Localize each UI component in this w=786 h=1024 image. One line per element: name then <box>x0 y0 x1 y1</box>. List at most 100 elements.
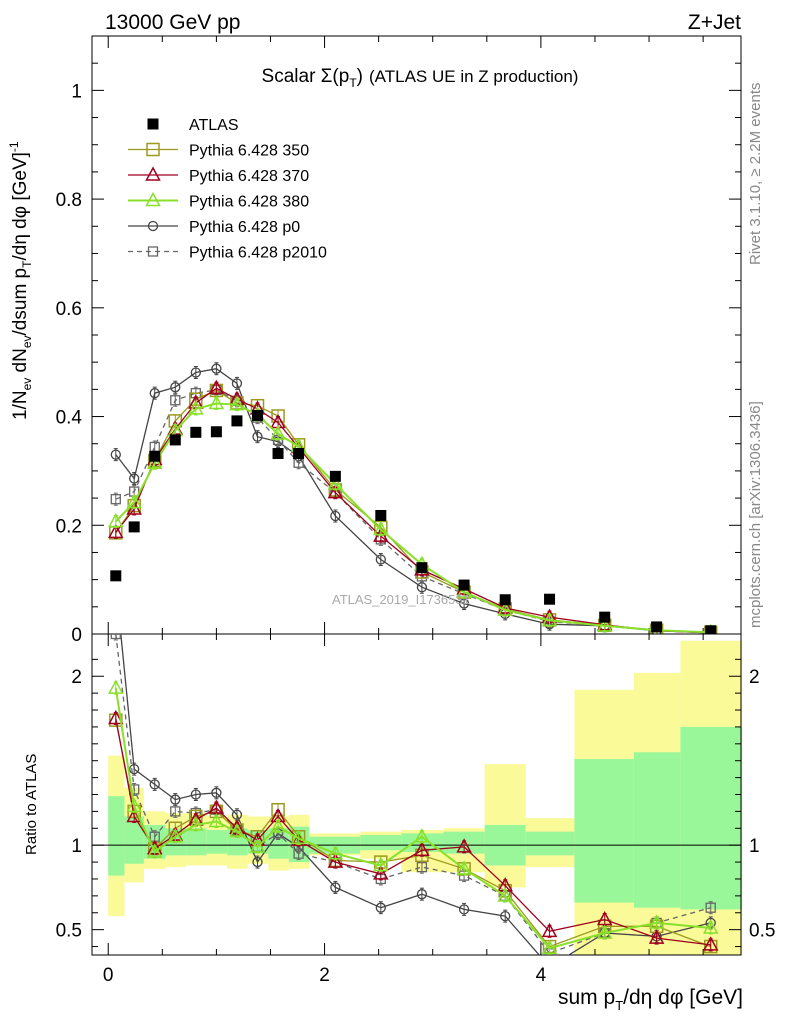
data-point <box>208 379 225 395</box>
data-point <box>231 809 243 820</box>
marker-open-square-small <box>110 494 121 505</box>
marker-open-circle <box>416 889 428 900</box>
data-point <box>458 904 470 915</box>
data-point <box>329 470 341 482</box>
marker-filled-square <box>147 118 159 130</box>
data-point <box>416 562 428 574</box>
marker-open-triangle <box>146 843 163 858</box>
ratio-ytick-label-right: 1 <box>749 836 760 857</box>
marker-open-circle <box>129 473 140 484</box>
marker-filled-square <box>705 625 717 634</box>
data-point <box>149 388 160 399</box>
data-point <box>705 625 717 634</box>
data-point <box>327 475 344 490</box>
main-ytick-label: 0.4 <box>56 408 83 429</box>
series-p380 <box>108 679 719 955</box>
data-point <box>330 882 341 893</box>
marker-open-triangle <box>229 823 245 838</box>
marker-open-triangle <box>208 394 225 410</box>
marker-open-triangle <box>648 929 665 944</box>
marker-open-triangle <box>373 856 389 872</box>
ratio-y-axis-label: Ratio to ATLAS <box>23 754 40 855</box>
data-point <box>211 363 222 374</box>
marker-open-square-small <box>170 806 181 817</box>
main-ytick-label: 0.8 <box>56 190 82 211</box>
marker-open-circle <box>170 794 181 805</box>
data-point <box>170 794 181 805</box>
marker-filled-square <box>293 448 305 460</box>
x-tick-label: 0 <box>103 965 114 986</box>
data-point <box>705 902 716 913</box>
ratio-band-green <box>360 835 402 851</box>
legend-marker <box>145 166 161 181</box>
legend-item-p350: Pythia 6.428 350 <box>128 143 309 160</box>
marker-open-circle <box>375 902 386 913</box>
marker-filled-square <box>499 594 511 606</box>
legend-label: ATLAS <box>189 117 239 134</box>
ratio-band-green <box>574 759 634 903</box>
marker-open-triangle <box>146 454 163 470</box>
marker-filled-square <box>544 593 556 605</box>
marker-open-circle <box>149 388 160 399</box>
data-point <box>541 922 558 938</box>
data-point <box>458 579 470 591</box>
data-point <box>231 378 243 389</box>
marker-open-circle <box>330 882 341 893</box>
legend: ATLAS Pythia 6.428 350 Pythia 6.428 370 Pyt… <box>128 117 327 262</box>
data-point <box>648 929 665 944</box>
marker-open-triangle <box>456 860 472 875</box>
data-point <box>596 617 613 632</box>
data-point <box>149 779 160 790</box>
data-point <box>252 431 263 442</box>
header-energy: 13000 GeV pp <box>105 11 240 34</box>
plot-title: Scalar Σ(pT) (ATLAS UE in Z production) <box>262 66 579 90</box>
y-label-part4: /dη dφ [GeV] <box>10 152 31 260</box>
marker-filled-square <box>110 570 122 582</box>
data-point <box>270 425 286 440</box>
marker-open-circle <box>252 431 263 442</box>
data-point <box>456 583 472 598</box>
marker-open-triangle <box>456 838 472 853</box>
data-point <box>188 816 204 831</box>
plot-title-subscript: T <box>349 76 357 90</box>
marker-open-triangle <box>108 709 124 725</box>
marker-open-triangle <box>188 816 204 831</box>
y-label-part1: 1/N <box>10 390 31 420</box>
plot-title-prefix: Scalar Σ(p <box>262 66 350 87</box>
marker-open-triangle <box>327 853 344 868</box>
marker-filled-square <box>651 621 663 633</box>
data-point <box>327 484 344 499</box>
ratio-panel-background <box>108 640 743 955</box>
ratio-ytick-label-right: 2 <box>749 667 760 688</box>
marker-open-triangle <box>541 611 558 627</box>
data-point <box>211 787 222 798</box>
legend-label: Pythia 6.428 p0 <box>189 219 300 236</box>
mcplots-label: mcplots.cern.ch [arXiv:1306.3436] <box>747 401 764 628</box>
marker-open-triangle <box>414 841 430 857</box>
legend-marker <box>146 142 160 157</box>
marker-open-triangle <box>188 400 204 415</box>
data-point <box>126 797 142 813</box>
ratio-ytick-label: 2 <box>71 667 82 688</box>
data-point <box>108 709 124 725</box>
main-series <box>108 362 718 634</box>
data-point <box>375 554 386 565</box>
marker-open-triangle <box>208 812 225 828</box>
marker-open-square-small <box>110 634 121 640</box>
x-label-part1: sum p <box>558 986 615 1009</box>
data-point <box>146 454 163 470</box>
data-point <box>210 426 222 438</box>
marker-open-circle <box>211 787 222 798</box>
marker-open-triangle <box>327 845 344 860</box>
y-label-sup: -1 <box>7 141 21 152</box>
marker-open-triangle <box>327 484 344 499</box>
data-point <box>126 493 142 509</box>
data-point <box>497 601 513 616</box>
data-point <box>108 512 124 528</box>
data-point <box>229 396 245 411</box>
main-ytick-label: 0 <box>71 625 82 646</box>
plot-title-text: (ATLAS UE in Z production) <box>369 67 578 86</box>
ratio-series <box>108 634 719 955</box>
data-point <box>596 924 613 939</box>
